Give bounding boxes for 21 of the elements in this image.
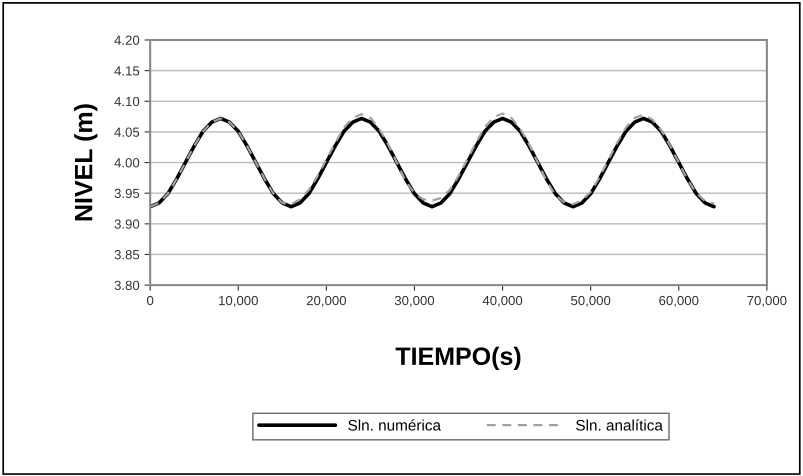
x-tick-label: 30,000: [394, 296, 434, 307]
x-tick-label: 70,000: [747, 296, 787, 307]
y-axis-title: NIVEL (m): [74, 104, 98, 220]
y-tick-label: 3.95: [114, 188, 140, 198]
y-tick-label: 4.05: [114, 127, 140, 137]
x-tick-label: 60,000: [659, 296, 698, 307]
y-tick-label: 4.20: [114, 36, 140, 45]
x-tick-label: 40,000: [482, 296, 522, 307]
legend-label: Sln. analítica: [576, 419, 663, 431]
x-tick-label: 50,000: [571, 296, 610, 307]
x-tick-label: 20,000: [306, 296, 346, 307]
y-tick-label: 4.15: [114, 66, 140, 76]
y-tick-label: 4.00: [114, 158, 140, 168]
y-tick-label: 3.80: [114, 280, 140, 290]
y-tick-label: 4.10: [114, 96, 140, 106]
y-tick-label: 3.90: [114, 219, 140, 229]
x-axis-title: TIEMPO(s): [396, 346, 520, 370]
x-tick-label: 0: [147, 296, 154, 306]
legend-label: Sln. numérica: [348, 419, 441, 431]
y-tick-label: 3.85: [114, 250, 140, 260]
x-tick-label: 10,000: [219, 296, 258, 307]
